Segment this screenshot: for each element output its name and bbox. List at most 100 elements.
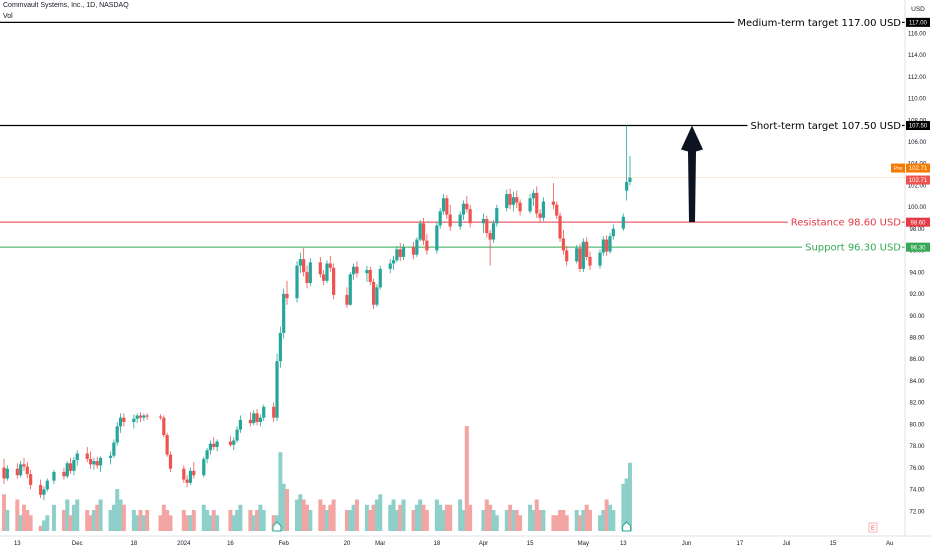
volume-bar	[554, 515, 559, 531]
price-tick-label: 76.00	[909, 466, 925, 472]
price-tick-label: 90.00	[909, 314, 925, 320]
candle-body	[505, 193, 509, 209]
volume-bar	[578, 515, 583, 531]
candle-body	[555, 204, 559, 216]
candle-body	[438, 211, 442, 226]
volume-bar	[418, 499, 423, 531]
candle-body	[39, 484, 43, 495]
time-tick-label: 18	[131, 541, 138, 547]
candle-body	[185, 479, 189, 483]
candle-body	[22, 464, 26, 467]
price-tick-label: 102.00	[908, 183, 927, 189]
candle-body	[282, 293, 286, 333]
candle-body	[2, 467, 6, 479]
volume-bar	[394, 510, 399, 531]
volume-bar	[15, 499, 20, 531]
candle-body	[391, 260, 396, 264]
time-tick-label: Apr	[479, 541, 488, 547]
volume-bar	[538, 510, 543, 531]
volume-bar	[145, 510, 150, 531]
volume-bar	[235, 510, 240, 531]
volume-bar	[158, 515, 163, 531]
candle-body	[25, 466, 29, 475]
volume-bar	[168, 515, 173, 531]
price-tick-label: 82.00	[909, 401, 925, 407]
volume-bar	[351, 504, 356, 531]
candle-body	[235, 429, 239, 441]
level-label: Short-term target 107.50 USD	[751, 121, 902, 132]
earnings-marker-label: E	[871, 526, 875, 532]
candle-body	[398, 249, 402, 257]
price-tick-label: 112.00	[908, 75, 927, 81]
candle-body	[558, 215, 562, 239]
time-tick-label: 16	[227, 541, 234, 547]
candle-body	[272, 406, 276, 418]
volume-bar	[324, 510, 329, 531]
price-tick-label: 114.00	[908, 53, 927, 59]
volume-bar	[558, 510, 563, 531]
candle-body	[531, 192, 536, 199]
candle-body	[19, 464, 23, 476]
volume-bar	[304, 504, 309, 531]
candle-body	[132, 418, 136, 423]
volume-bar	[61, 510, 66, 531]
price-tick-label: 92.00	[909, 292, 925, 298]
candle-body	[158, 416, 163, 418]
volume-bar	[38, 525, 43, 531]
time-tick-label: Mar	[375, 541, 385, 547]
level-label-bg	[787, 216, 902, 229]
candle-body	[322, 274, 326, 281]
volume-bar	[88, 515, 93, 531]
candle-body	[262, 406, 266, 418]
candle-body	[628, 177, 632, 183]
candle-body	[458, 214, 462, 227]
candle-body	[298, 259, 302, 266]
volume-bar	[215, 515, 220, 531]
volume-bar	[371, 504, 376, 531]
candle-body	[92, 461, 96, 465]
candle-body	[208, 443, 213, 451]
earnings-marker-icon	[868, 522, 878, 533]
volume-bar	[141, 515, 146, 531]
pre-market-tag	[891, 163, 905, 173]
last-price-badge	[906, 175, 930, 185]
candle-body	[495, 208, 499, 224]
volume-bar	[488, 504, 493, 531]
volume-bar	[607, 504, 612, 531]
candle-body	[461, 203, 466, 215]
candle-body	[215, 441, 219, 447]
candle-body	[515, 197, 519, 203]
candle-body	[85, 453, 89, 459]
volume-bar	[344, 510, 349, 531]
pre-market-badge	[906, 163, 930, 173]
volume-bar	[201, 504, 206, 531]
time-tick-label: 20	[344, 541, 351, 547]
volume-bar	[421, 504, 426, 531]
volume-bar	[354, 499, 359, 531]
volume-bar	[188, 515, 193, 531]
price-tick-label: 78.00	[909, 444, 925, 450]
volume-bar	[95, 504, 100, 531]
candle-body	[535, 192, 539, 214]
candle-body	[368, 269, 372, 282]
volume-bar	[115, 489, 120, 531]
price-tick-label: 84.00	[909, 379, 925, 385]
candle-body	[508, 193, 512, 205]
candle-body	[491, 223, 496, 240]
volume-bar	[398, 504, 403, 531]
candle-body	[621, 216, 625, 229]
volume-bar	[588, 510, 593, 531]
candle-body	[192, 470, 196, 476]
level-price-badge	[906, 17, 930, 27]
candle-body	[68, 463, 73, 471]
volume-bar	[411, 510, 416, 531]
volume-bar	[388, 504, 393, 531]
volume-bar	[165, 510, 170, 531]
volume-bar	[85, 510, 90, 531]
volume-bar	[191, 510, 196, 531]
candle-body	[448, 214, 452, 227]
candle-body	[255, 413, 259, 423]
candle-body	[122, 417, 126, 423]
candle-body	[551, 201, 555, 205]
